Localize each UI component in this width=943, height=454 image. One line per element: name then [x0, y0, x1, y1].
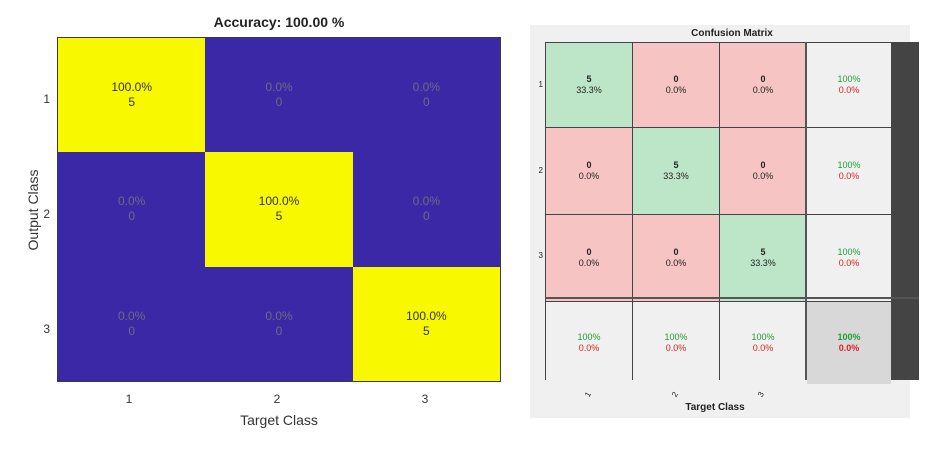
heatmap-cell-pct: 100.0% [405, 308, 447, 323]
cm-cell-r1-c2: 0 0.0% [633, 43, 719, 127]
heatmap-cell-pct: 100.0% [258, 194, 300, 209]
heatmap-cell-r1-c3: 0.0% 0 [352, 38, 500, 153]
cm-summary-error: 0.0% [578, 343, 600, 353]
heatmap-x-tick: 2 [273, 392, 281, 406]
heatmap-y-axis-label: Output Class [25, 169, 41, 251]
accuracy-heatmap-chart: Accuracy: 100.00 % 100.0% 5 0.0% 0 0.0% … [25, 14, 501, 428]
heatmap-x-tick: 1 [125, 392, 133, 406]
cm-summary-correct: 100% [751, 332, 775, 342]
heatmap-cell-pct: 100.0% [111, 80, 153, 95]
heatmap-cell-count: 5 [128, 95, 135, 110]
heatmap-cell-count: 0 [128, 209, 135, 224]
cm-summary-error: 0.0% [838, 85, 860, 95]
heatmap-x-tick: 3 [421, 392, 429, 406]
cm-cell-r2-c3: 0 0.0% [720, 128, 806, 214]
cm-summary-error: 0.0% [665, 343, 687, 353]
heatmap-cell-pct: 0.0% [265, 308, 293, 323]
heatmap-cell-count: 0 [128, 323, 135, 338]
cm-cell-pct: 0.0% [752, 85, 774, 95]
cm-summary-separator-horizontal [545, 297, 919, 299]
cm-x-tick: 3 [755, 390, 767, 399]
heatmap-cell-r1-c2: 0.0% 0 [205, 38, 353, 153]
heatmap-y-tick: 1 [43, 92, 50, 106]
cm-y-tick: 2 [538, 166, 543, 175]
cm-cell-count: 0 [760, 160, 766, 170]
cm-cell-r2-c2: 5 33.3% [633, 128, 719, 214]
cm-total-cell: 100% 0.0% [807, 302, 891, 384]
heatmap-cell-pct: 0.0% [117, 194, 146, 209]
cm-cell-pct: 0.0% [665, 85, 687, 95]
cm-cell-count: 0 [673, 247, 679, 257]
cm-cell-r3-c3: 5 33.3% [720, 215, 806, 301]
cm-cell-count: 0 [586, 247, 592, 257]
heatmap-cell-r3-c2: 0.0% 0 [205, 266, 353, 381]
heatmap-cell-r3-c3: 100.0% 5 [352, 266, 500, 381]
heatmap-cell-r2-c1: 0.0% 0 [58, 152, 206, 267]
cm-summary-separator-vertical [805, 42, 807, 380]
cm-y-tick: 1 [538, 80, 543, 89]
cm-cell-count: 5 [586, 74, 592, 84]
heatmap-cell-pct: 0.0% [265, 80, 293, 95]
heatmap-plot-area: 100.0% 5 0.0% 0 0.0% 0 0.0% 0 100.0% 5 0… [57, 37, 501, 382]
cm-row-summary-2: 100% 0.0% [807, 128, 891, 214]
cm-cell-pct: 0.0% [578, 171, 600, 181]
cm-cell-pct: 0.0% [752, 171, 774, 181]
heatmap-cell-pct: 0.0% [412, 80, 440, 95]
heatmap-x-axis-label: Target Class [240, 412, 318, 428]
confusion-matrix-title: Confusion Matrix [691, 28, 773, 39]
heatmap-cell-count: 0 [275, 95, 283, 110]
cm-col-summary-1: 100% 0.0% [546, 302, 632, 384]
cm-cell-pct: 33.3% [663, 171, 689, 181]
heatmap-y-tick: 3 [43, 322, 50, 336]
cm-summary-error: 0.0% [838, 171, 860, 181]
heatmap-cell-count: 0 [422, 95, 430, 110]
cm-total-correct: 100% [837, 332, 861, 342]
cm-summary-error: 0.0% [838, 258, 860, 268]
cm-cell-r3-c1: 0 0.0% [546, 215, 632, 301]
cm-summary-correct: 100% [837, 160, 861, 170]
cm-cell-pct: 0.0% [578, 258, 600, 268]
heatmap-title: Accuracy: 100.00 % [213, 14, 345, 30]
cm-cell-count: 0 [586, 160, 592, 170]
heatmap-cell-pct: 0.0% [117, 308, 146, 323]
cm-cell-r3-c2: 0 0.0% [633, 215, 719, 301]
cm-x-tick: 1 [582, 390, 594, 399]
cm-cell-r1-c1: 5 33.3% [546, 43, 632, 127]
cm-summary-correct: 100% [837, 74, 861, 84]
cm-cell-count: 0 [673, 74, 679, 84]
cm-cell-r1-c3: 0 0.0% [720, 43, 806, 127]
cm-summary-correct: 100% [837, 247, 861, 257]
heatmap-cell-count: 5 [275, 209, 283, 224]
cm-cell-r2-c1: 0 0.0% [546, 128, 632, 214]
cm-col-summary-2: 100% 0.0% [633, 302, 719, 384]
cm-summary-correct: 100% [577, 332, 601, 342]
heatmap-cell-pct: 0.0% [412, 194, 440, 209]
heatmap-cell-count: 5 [422, 323, 430, 338]
heatmap-y-tick: 2 [43, 207, 50, 221]
heatmap-cell-r2-c2: 100.0% 5 [205, 152, 353, 267]
heatmap-cell-r1-c1: 100.0% 5 [58, 38, 206, 153]
cm-y-tick: 3 [538, 251, 543, 260]
cm-cell-count: 0 [760, 74, 766, 84]
cm-summary-error: 0.0% [752, 343, 774, 353]
cm-cell-pct: 33.3% [576, 85, 602, 95]
cm-row-summary-1: 100% 0.0% [807, 43, 891, 127]
cm-cell-pct: 33.3% [750, 258, 776, 268]
cm-cell-count: 5 [673, 160, 679, 170]
cm-x-tick: 2 [669, 390, 681, 399]
cm-summary-correct: 100% [664, 332, 688, 342]
heatmap-cell-count: 0 [422, 209, 430, 224]
cm-x-axis-label: Target Class [685, 402, 745, 413]
cm-row-summary-3: 100% 0.0% [807, 215, 891, 301]
heatmap-cell-count: 0 [275, 323, 283, 338]
heatmap-cell-r3-c1: 0.0% 0 [58, 266, 206, 381]
confusion-matrix-grid: 5 33.3% 0 0.0% 0 0.0% 100% 0.0% 0 0.0% 5… [545, 42, 919, 384]
heatmap-cell-r2-c3: 0.0% 0 [352, 152, 500, 267]
cm-cell-count: 5 [760, 247, 766, 257]
cm-cell-pct: 0.0% [665, 258, 687, 268]
confusion-matrix-figure: Confusion Matrix 5 33.3% 0 0.0% 0 0.0% 1… [530, 25, 919, 418]
cm-col-summary-3: 100% 0.0% [720, 302, 806, 384]
cm-total-error: 0.0% [838, 343, 860, 353]
